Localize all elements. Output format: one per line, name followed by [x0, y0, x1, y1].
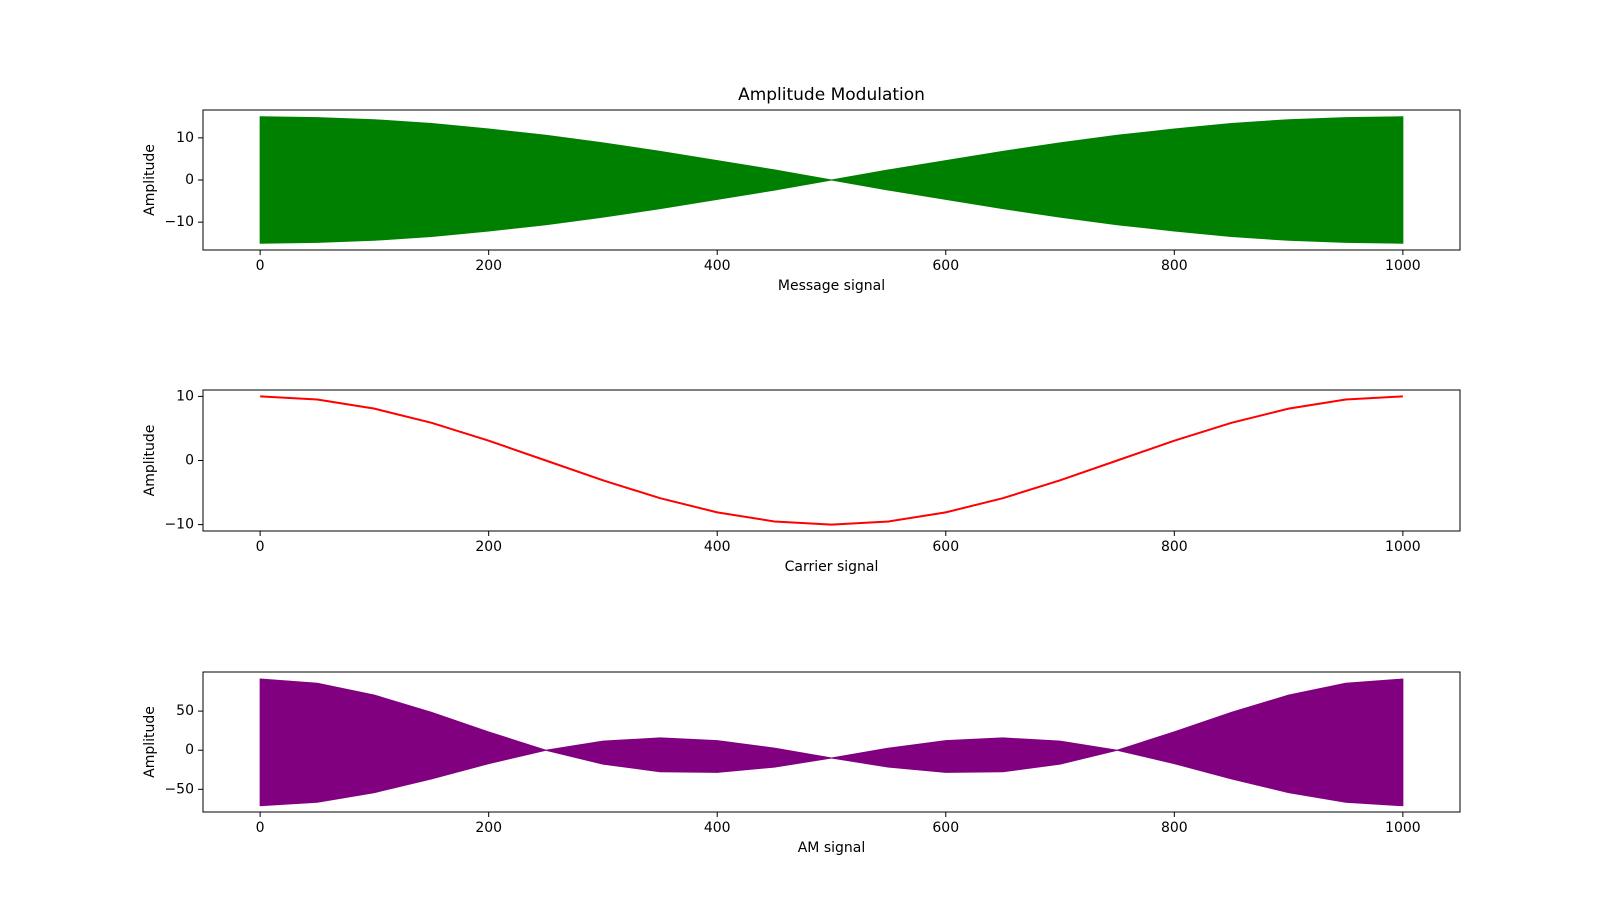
axes-frame: [202, 389, 1461, 532]
y-tick-label: 10: [176, 130, 194, 146]
x-tick-label: 1000: [1385, 820, 1421, 836]
x-tick-label: 1000: [1385, 539, 1421, 555]
x-tick-label: 0: [256, 258, 265, 274]
x-tick-label: 0: [256, 539, 265, 555]
y-tick-label: 0: [185, 453, 194, 469]
y-axis-label: Amplitude: [142, 144, 158, 216]
x-tick-label: 400: [704, 820, 731, 836]
signal-band: [259, 116, 1404, 244]
chart-title: Amplitude Modulation: [738, 85, 925, 105]
x-tick-label: 800: [1161, 820, 1188, 836]
x-axis-label: AM signal: [798, 840, 866, 856]
y-tick-label: 10: [176, 388, 194, 404]
axes-frame: [202, 671, 1461, 813]
y-tick-label: 0: [185, 172, 194, 188]
x-tick-label: 800: [1161, 258, 1188, 274]
y-tick-label: −10: [164, 517, 194, 533]
signal-line: [260, 395, 1403, 526]
x-tick-label: 200: [475, 539, 502, 555]
x-tick-label: 400: [704, 258, 731, 274]
x-tick-label: 200: [475, 820, 502, 836]
y-tick-label: −10: [164, 214, 194, 230]
x-tick-label: 0: [256, 820, 265, 836]
signal-band: [259, 678, 1404, 807]
x-tick-label: 600: [932, 539, 959, 555]
x-tick-label: 400: [704, 539, 731, 555]
x-axis-label: Carrier signal: [785, 559, 879, 575]
y-tick-label: 0: [185, 742, 194, 758]
x-tick-label: 600: [932, 258, 959, 274]
y-axis-label: Amplitude: [142, 425, 158, 497]
y-axis-label: Amplitude: [142, 706, 158, 778]
x-tick-label: 800: [1161, 539, 1188, 555]
x-tick-label: 1000: [1385, 258, 1421, 274]
x-tick-label: 600: [932, 820, 959, 836]
x-axis-label: Message signal: [778, 278, 885, 294]
y-tick-label: −50: [164, 781, 194, 797]
y-tick-label: 50: [176, 703, 194, 719]
x-tick-label: 200: [475, 258, 502, 274]
